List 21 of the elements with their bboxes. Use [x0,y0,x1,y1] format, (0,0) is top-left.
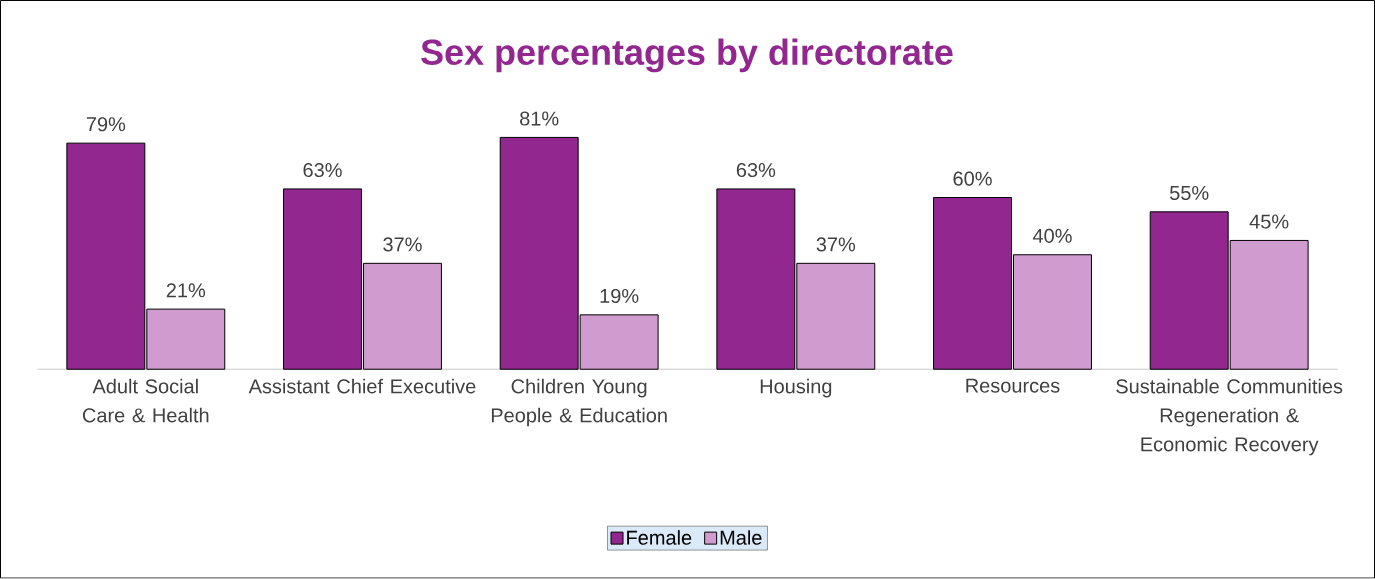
data-label: 81% [520,111,559,126]
x-tick-label: Housing [760,378,832,398]
legend-label: Female [627,530,692,546]
data-label: 63% [303,163,342,178]
data-label: 40% [1032,228,1072,244]
data-label: 37% [383,237,422,252]
data-label: 55% [1170,186,1209,201]
data-label: 21% [166,283,206,298]
x-tick-label: Children Young People & Education [491,378,667,427]
x-tick-label: Assistant Chief Executive [248,378,476,394]
legend-label: Male [720,530,762,546]
x-tick-label: Adult Social Care & Health [82,378,209,423]
data-label: 37% [816,237,856,252]
data-label: 79% [86,117,126,132]
x-tick-label: Sustainable Communities Regeneration & Economic Recovery [1116,378,1343,456]
x-tick-label: Resources [966,378,1060,393]
chart-title: Sex percentages by directorate [421,38,953,73]
data-label: 19% [600,289,639,304]
data-label: 63% [736,163,776,178]
data-label: 45% [1249,214,1289,229]
data-label: 60% [953,171,992,186]
